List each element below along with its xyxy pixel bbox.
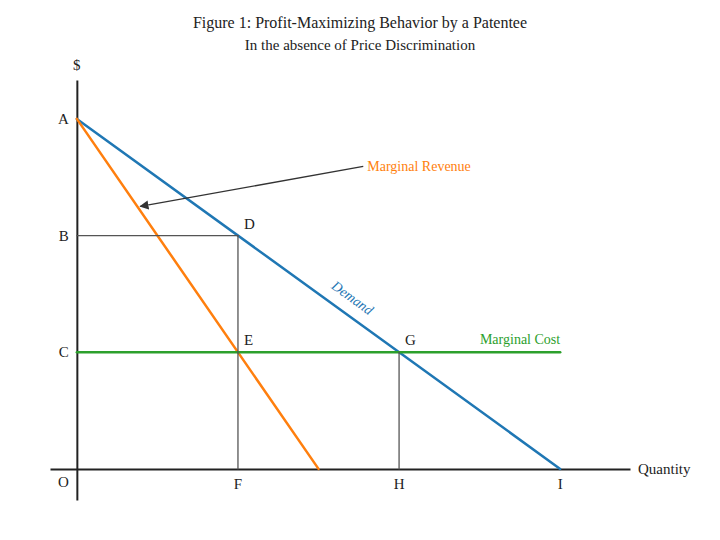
point-label: A bbox=[58, 111, 69, 127]
plot: Quantity $ Demand Marginal Revenue Marginal … bbox=[51, 57, 691, 501]
point-label: E bbox=[244, 332, 253, 348]
series-line bbox=[77, 119, 560, 469]
axis-line bbox=[51, 468, 631, 470]
point-label: D bbox=[244, 216, 255, 232]
point-label: C bbox=[59, 344, 69, 360]
point-label: O bbox=[58, 474, 69, 490]
guide-line bbox=[398, 352, 399, 469]
point-label: H bbox=[394, 476, 405, 492]
x-axis-label: Quantity bbox=[638, 461, 691, 477]
annotations: A B C O D E F G H I bbox=[58, 111, 563, 492]
axis-line bbox=[76, 81, 78, 501]
title: Figure 1: Profit-Maximizing Behavior by … bbox=[193, 14, 527, 32]
guide-line bbox=[237, 236, 238, 469]
leader-arrow bbox=[140, 166, 363, 206]
curve-label: Marginal Revenue bbox=[367, 159, 471, 174]
y-axis bbox=[77, 81, 78, 501]
point-label: F bbox=[234, 476, 242, 492]
point-label: B bbox=[59, 228, 69, 244]
curve-label: Marginal Cost bbox=[480, 332, 560, 347]
curve-label: Demand bbox=[328, 277, 377, 318]
point-label: G bbox=[405, 332, 416, 348]
marks bbox=[77, 119, 560, 469]
series-line bbox=[77, 351, 560, 354]
chart: Quantity $ Demand Marginal Revenue Marginal … bbox=[0, 0, 720, 540]
subtitle: In the absence of Price Discrimination bbox=[245, 37, 476, 53]
guide-line bbox=[77, 235, 238, 236]
series-line bbox=[77, 119, 319, 469]
curve-labels: Demand Marginal Revenue Marginal Cost bbox=[140, 159, 560, 347]
y-axis-label: $ bbox=[73, 57, 81, 73]
x-axis bbox=[51, 469, 631, 470]
point-label: I bbox=[558, 476, 563, 492]
